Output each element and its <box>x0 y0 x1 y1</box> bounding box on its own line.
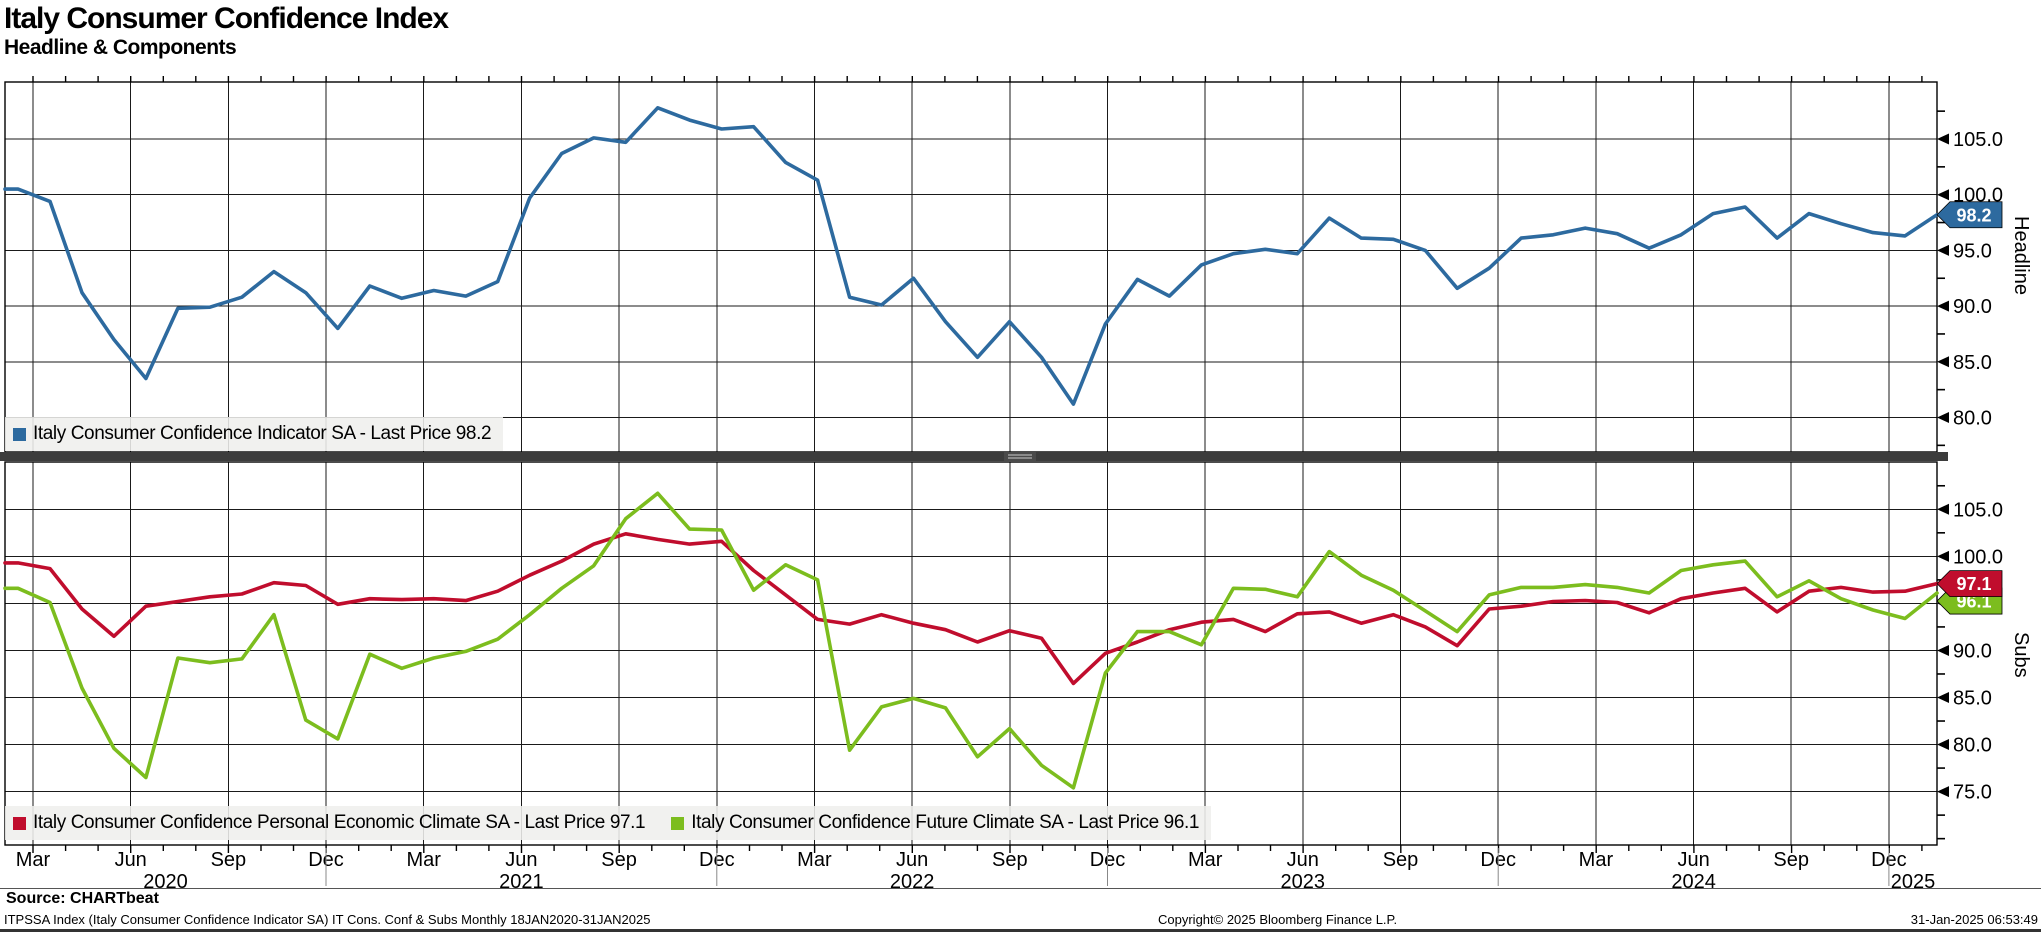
x-tick-label: Jun <box>1677 849 1709 871</box>
panel-divider[interactable] <box>0 452 1948 461</box>
x-tick-label: Mar <box>1579 849 1614 871</box>
legend-label: Italy Consumer Confidence Personal Econo… <box>33 812 646 833</box>
tick-arrow-icon <box>1937 133 1949 145</box>
y-tick-label: 90.0 <box>1953 296 1992 318</box>
footer-divider <box>0 888 2041 889</box>
y-tick-label: 100.0 <box>1953 546 2003 568</box>
personal-series-swatch-icon <box>13 816 26 830</box>
future-series-swatch-icon <box>671 816 685 830</box>
footer-timestamp: 31-Jan-2025 06:53:49 <box>1910 912 2038 927</box>
year-label: 2023 <box>1281 871 1326 893</box>
tick-arrow-icon <box>1937 189 1949 201</box>
legend-label: Italy Consumer Confidence Indicator SA -… <box>33 423 492 444</box>
tick-arrow-icon <box>1937 300 1949 312</box>
last-price-badge-headline-shape <box>1936 201 2003 229</box>
tick-arrow-icon <box>1937 644 1949 656</box>
y-tick-label: 105.0 <box>1953 499 2003 521</box>
series-line-subs-1 <box>3 491 1939 790</box>
axis-title-subs: Subs <box>2010 632 2032 678</box>
bottom-border <box>0 929 2041 932</box>
legend-item-future[interactable]: Italy Consumer Confidence Future Climate… <box>671 812 1199 834</box>
y-tick-label: 100.0 <box>1953 185 2003 207</box>
last-price-badge-headline: 98.2 <box>1936 201 2003 229</box>
year-label: 2022 <box>890 871 935 893</box>
y-tick-label: 105.0 <box>1953 129 2003 151</box>
x-tick-label: Sep <box>1773 849 1809 871</box>
x-tick-label: Sep <box>211 849 247 871</box>
y-tick-label: 75.0 <box>1953 782 1992 804</box>
x-tick-label: Mar <box>1188 849 1223 871</box>
year-label: 2025 <box>1891 871 1936 893</box>
y-tick-label: 95.0 <box>1953 240 1992 262</box>
legend-item-headline[interactable]: Italy Consumer Confidence Indicator SA -… <box>13 423 492 445</box>
y-tick-label: 85.0 <box>1953 688 1992 710</box>
y-tick-label: 80.0 <box>1953 735 1992 757</box>
x-tick-label: Jun <box>1287 849 1319 871</box>
series-line-subs-0 <box>3 531 1939 686</box>
divider-grip-icon[interactable] <box>1004 452 1036 461</box>
x-tick-label: Sep <box>992 849 1028 871</box>
last-price-badge-headline-value: 98.2 <box>1956 205 1991 225</box>
tick-arrow-icon <box>1937 412 1949 423</box>
series-line-headline-0 <box>3 106 1939 406</box>
year-label: 2020 <box>143 871 188 893</box>
x-tick-label: Mar <box>406 849 441 871</box>
headline-series-swatch-icon <box>13 427 26 441</box>
x-tick-label: Jun <box>115 849 147 871</box>
page-title: Italy Consumer Confidence Index <box>4 2 449 35</box>
x-tick-label: Sep <box>601 849 637 871</box>
x-tick-label: Sep <box>1383 849 1419 871</box>
x-tick-label: Jun <box>505 849 537 871</box>
x-tick-label: Mar <box>797 849 832 871</box>
y-tick-label: 90.0 <box>1953 640 1992 662</box>
year-label: 2024 <box>1671 871 1716 893</box>
x-tick-label: Jun <box>896 849 928 871</box>
chart-subtitle: Headline & Components <box>4 36 237 59</box>
legend-label: Italy Consumer Confidence Future Climate… <box>691 812 1200 833</box>
footer-copyright: Copyright© 2025 Bloomberg Finance L.P. <box>1158 912 1398 927</box>
last-price-badge-personal-value: 97.1 <box>1956 574 1991 594</box>
plot-area-subs[interactable] <box>5 462 1937 845</box>
tick-arrow-icon <box>1937 786 1949 798</box>
legend-subs: Italy Consumer Confidence Personal Econo… <box>5 806 1212 840</box>
y-tick-label: 85.0 <box>1953 352 1992 374</box>
year-label: 2021 <box>499 871 544 893</box>
tick-arrow-icon <box>1937 503 1949 515</box>
last-price-badge-personal-shape <box>1936 570 2003 598</box>
tick-arrow-icon <box>1937 550 1949 562</box>
legend-headline[interactable]: Italy Consumer Confidence Indicator SA -… <box>5 417 504 451</box>
footer-source: Source: CHARTbeat <box>6 890 159 907</box>
tick-arrow-icon <box>1937 356 1949 368</box>
tick-arrow-icon <box>1937 244 1949 256</box>
panel-headline: 105.0 100.0 95.0 90.0 85.0 80.0 <box>3 81 2003 453</box>
panel-border <box>4 461 1938 846</box>
axis-title-headline: Headline <box>2010 215 2032 295</box>
tick-arrow-icon <box>1937 692 1949 703</box>
tick-arrow-icon <box>1937 739 1949 751</box>
legend-item-personal[interactable]: Italy Consumer Confidence Personal Econo… <box>13 812 646 834</box>
plot-area-headline[interactable] <box>5 82 1937 452</box>
footer-description: ITPSSA Index (Italy Consumer Confidence … <box>4 912 651 927</box>
y-tick-label: 80.0 <box>1953 408 1992 430</box>
last-price-badge-personal: 97.1 <box>1936 570 2003 598</box>
x-tick-label: Mar <box>16 849 51 871</box>
